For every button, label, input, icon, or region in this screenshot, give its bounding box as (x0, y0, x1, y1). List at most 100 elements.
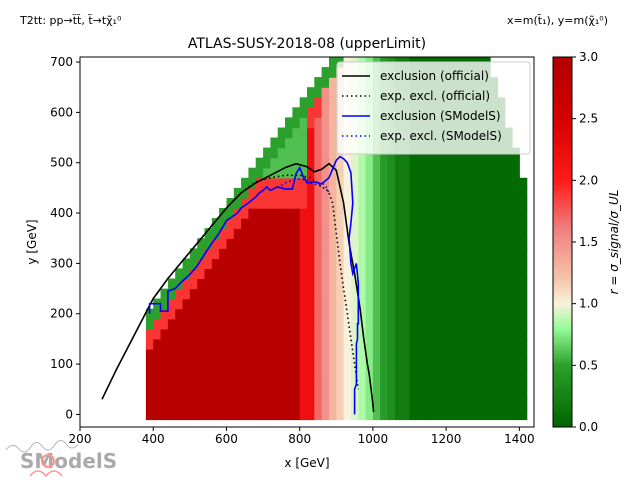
heatmap-cell (387, 218, 396, 229)
heatmap-cell (482, 258, 491, 270)
heatmap-cell (394, 318, 403, 330)
heatmap-cell (394, 177, 403, 189)
heatmap-cell (350, 298, 359, 310)
heatmap-cell (468, 389, 476, 400)
heatmap-cell (299, 278, 308, 290)
heatmap-cell (314, 87, 323, 98)
heatmap-cell (416, 369, 425, 380)
heatmap-cell (453, 208, 462, 219)
heatmap-cell (431, 308, 440, 320)
heatmap-cell (321, 97, 330, 108)
heatmap-cell (277, 147, 286, 159)
heatmap-cell (504, 318, 513, 330)
heatmap-cell (255, 268, 264, 280)
heatmap-cell (329, 57, 337, 68)
legend-label-3: exclusion (SModelS) (380, 109, 501, 123)
heatmap-cell (380, 318, 389, 330)
heatmap-cell (387, 328, 396, 340)
heatmap-cell (241, 228, 249, 239)
heatmap-cell (197, 258, 206, 270)
heatmap-cell (490, 208, 498, 219)
heatmap-cell (175, 369, 184, 380)
heatmap-cell (343, 389, 352, 400)
heatmap-cell (241, 268, 249, 280)
heatmap-cell (387, 157, 396, 169)
heatmap-cell (350, 349, 359, 360)
heatmap-cell (263, 248, 271, 259)
heatmap-cell (314, 389, 323, 400)
heatmap-cell (314, 298, 323, 310)
heatmap-cell (453, 258, 462, 270)
heatmap-cell (504, 338, 513, 350)
heatmap-cell (292, 359, 301, 370)
heatmap-cell (460, 308, 469, 320)
heatmap-cell (336, 379, 345, 390)
heatmap-cell (512, 298, 520, 310)
heatmap-cell (519, 369, 528, 380)
heatmap-cell (497, 379, 506, 390)
heatmap-cell (285, 238, 293, 249)
heatmap-cell (329, 167, 337, 179)
heatmap-cell (460, 157, 469, 169)
heatmap-cell (482, 198, 491, 209)
heatmap-cell (453, 328, 462, 340)
heatmap-cell (211, 338, 220, 350)
heatmap-cell (446, 238, 454, 249)
heatmap-cell (277, 359, 286, 370)
heatmap-cell (438, 248, 447, 259)
colorbar: 0.0 0.5 1.0 1.5 2.0 2.5 3.0 r = σ_signal/σ_UL (552, 50, 621, 434)
heatmap-cell (490, 228, 498, 239)
heatmap-cell (446, 248, 454, 259)
heatmap-cell (519, 288, 528, 300)
heatmap-cell (255, 157, 264, 169)
heatmap-cell (292, 117, 301, 129)
heatmap-cell (409, 369, 418, 380)
heatmap-cell (248, 369, 257, 380)
heatmap-cell (490, 379, 498, 390)
heatmap-cell (387, 288, 396, 300)
heatmap-cell (343, 318, 352, 330)
y-tick-label: 100 (50, 357, 73, 371)
heatmap-cell (233, 349, 242, 360)
heatmap-cell (504, 177, 513, 189)
heatmap-cell (475, 278, 484, 290)
heatmap-cell (307, 198, 315, 209)
heatmap-cell (402, 157, 411, 169)
heatmap-cell (211, 349, 220, 360)
heatmap-cell (343, 288, 352, 300)
heatmap-cell (321, 258, 330, 270)
heatmap-cell (255, 248, 264, 259)
heatmap-cell (497, 228, 506, 239)
heatmap-cell (307, 369, 315, 380)
heatmap-cell (475, 399, 484, 410)
heatmap-cell (416, 399, 425, 410)
heatmap-cell (482, 338, 491, 350)
heatmap-cell (153, 379, 162, 390)
heatmap-cell (241, 328, 249, 340)
heatmap-cell (307, 268, 315, 280)
heatmap-cell (482, 238, 491, 249)
heatmap-cell (519, 298, 528, 310)
heatmap-cell (233, 338, 242, 350)
heatmap-cell (329, 328, 337, 340)
heatmap-cell (350, 248, 359, 259)
heatmap-cell (504, 359, 513, 370)
heatmap-cell (350, 379, 359, 390)
heatmap-cell (248, 218, 257, 229)
heatmap-cell (307, 278, 315, 290)
heatmap-cell (431, 157, 440, 169)
heatmap-cell (175, 379, 184, 390)
heatmap-cell (263, 238, 271, 249)
heatmap-cell (387, 298, 396, 310)
heatmap-cell (490, 177, 498, 189)
heatmap-cell (431, 238, 440, 249)
heatmap-cell (336, 268, 345, 280)
heatmap-cell (358, 248, 367, 259)
heatmap-cell (321, 268, 330, 280)
heatmap-cell (307, 389, 315, 400)
heatmap-cell (153, 359, 162, 370)
heatmap-cell (153, 389, 162, 400)
heatmap-cell (329, 278, 337, 290)
heatmap-cell (307, 117, 315, 129)
heatmap-cell (497, 198, 506, 209)
